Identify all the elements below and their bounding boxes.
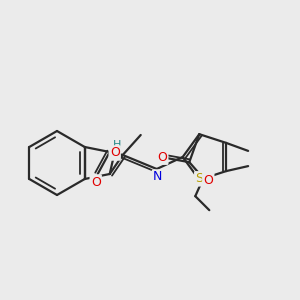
Text: N: N <box>153 170 162 184</box>
Text: S: S <box>195 172 203 185</box>
Text: O: O <box>158 151 167 164</box>
Text: O: O <box>110 146 120 160</box>
Text: O: O <box>203 174 213 187</box>
Text: H: H <box>112 140 121 150</box>
Text: O: O <box>91 176 101 188</box>
